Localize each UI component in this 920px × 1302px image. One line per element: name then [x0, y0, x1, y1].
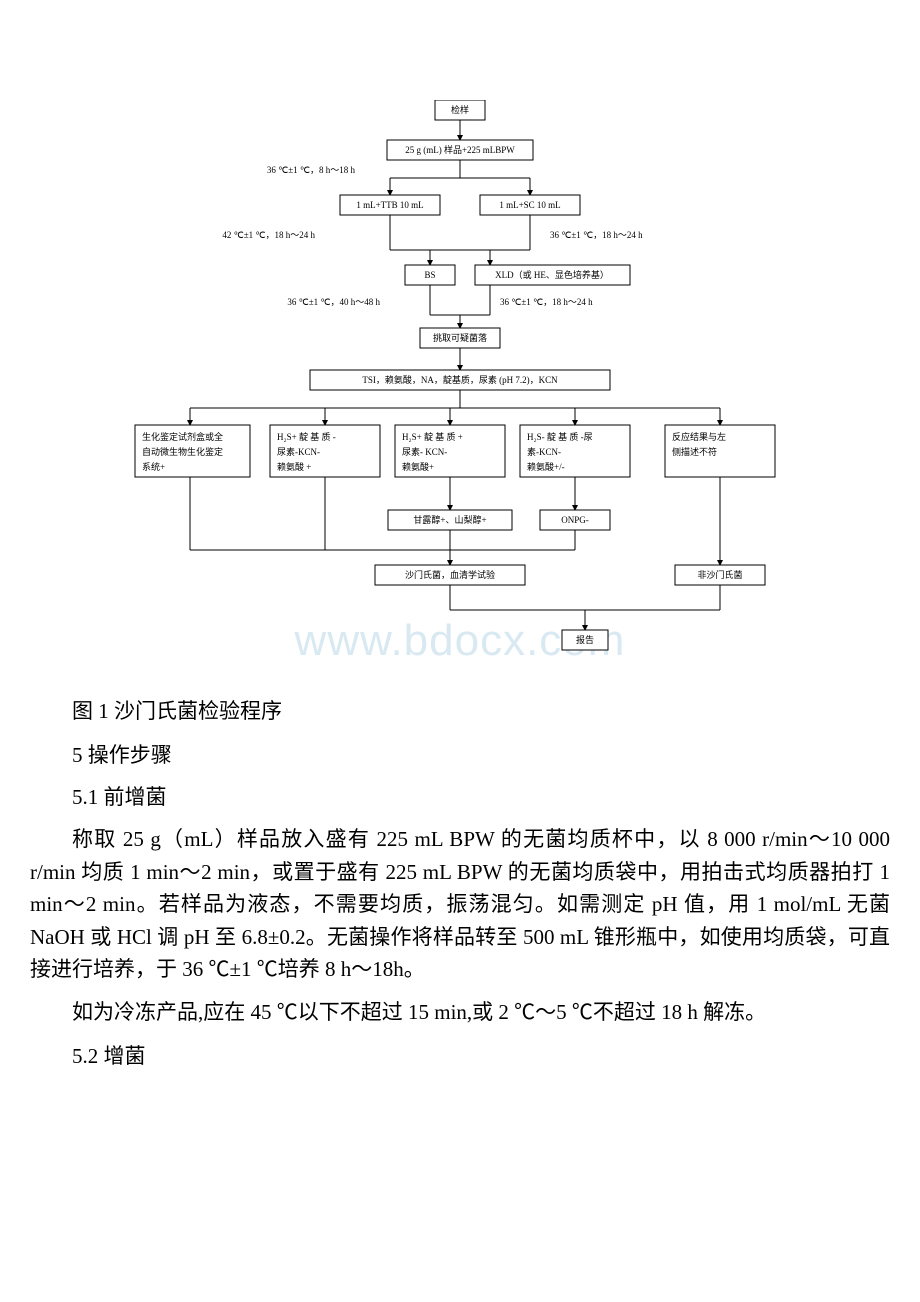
- node-h2s-pos2-l1: H₂S+ 靛 基 质 +: [402, 431, 463, 442]
- label-bs-inc: 36 ℃±1 ℃，40 h～48 h: [287, 297, 380, 307]
- label-sc-inc: 36 ℃±1 ℃，18 h～24 h: [550, 230, 643, 240]
- node-h2s-neg-l3: 赖氨酸+/-: [527, 461, 565, 472]
- section-5-1: 5.1 前增菌: [30, 781, 890, 811]
- node-h2s-pos1-l2: 尿素-KCN-: [277, 446, 320, 457]
- figure-caption: 图 1 沙门氏菌检验程序: [30, 695, 890, 725]
- node-h2s-pos1-l1: H₂S+ 靛 基 质 -: [277, 431, 336, 442]
- node-biochem-kit-l1: 生化鉴定试剂盒或全: [142, 431, 223, 442]
- node-bs: BS: [424, 270, 435, 280]
- paragraph-5-1-b: 如为冷冻产品,应在 45 ℃以下不超过 15 min,或 2 ℃～5 ℃不超过 …: [30, 996, 890, 1029]
- node-sample: 检样: [451, 104, 469, 115]
- node-report: 报告: [576, 634, 594, 645]
- node-bpw: 25 g (mL) 样品+225 mLBPW: [405, 144, 515, 155]
- label-xld-inc: 36 ℃±1 ℃，18 h～24 h: [500, 297, 593, 307]
- section-5-2: 5.2 增菌: [30, 1040, 890, 1070]
- node-salmonella: 沙门氏菌，血清学试验: [405, 569, 495, 580]
- label-incubate-1: 36 ℃±1 ℃，8 h～18 h: [267, 165, 356, 175]
- node-h2s-neg-l2: 素-KCN-: [527, 446, 561, 457]
- section-5: 5 操作步骤: [30, 739, 890, 769]
- node-xld: XLD（或 HE、显色培养基）: [495, 269, 609, 280]
- node-biochem-kit-l3: 系统+: [142, 461, 165, 472]
- node-biochem-kit-l2: 自动微生物生化鉴定: [142, 446, 223, 457]
- node-h2s-pos2-l3: 赖氨酸+: [402, 461, 434, 472]
- node-h2s-neg-l1: H₂S- 靛 基 质 -尿: [527, 431, 593, 442]
- node-mismatch-l2: 侧描述不符: [672, 446, 717, 457]
- node-sc: 1 mL+SC 10 mL: [499, 200, 560, 210]
- node-onpg: ONPG-: [561, 515, 589, 525]
- node-h2s-pos1-l3: 赖氨酸 +: [277, 461, 311, 472]
- node-mannitol: 甘露醇+、山梨醇+: [413, 514, 486, 525]
- node-h2s-pos2-l2: 尿素- KCN-: [402, 446, 447, 457]
- node-mismatch-l1: 反应结果与左: [672, 431, 726, 442]
- flowchart-diagram: www.bdocx.com 检样 25 g (mL) 样品+225 mLBPW …: [130, 100, 790, 685]
- paragraph-5-1-a: 称取 25 g（mL）样品放入盛有 225 mL BPW 的无菌均质杯中，以 8…: [30, 823, 890, 986]
- node-not-salmonella: 非沙门氏菌: [697, 569, 742, 580]
- node-ttb: 1 mL+TTB 10 mL: [356, 200, 423, 210]
- node-pick-colony: 挑取可疑菌落: [433, 332, 487, 343]
- label-ttb-inc: 42 ℃±1 ℃，18 h～24 h: [222, 230, 315, 240]
- node-tsi: TSI，赖氨酸，NA，靛基质，尿素 (pH 7.2)，KCN: [362, 374, 558, 385]
